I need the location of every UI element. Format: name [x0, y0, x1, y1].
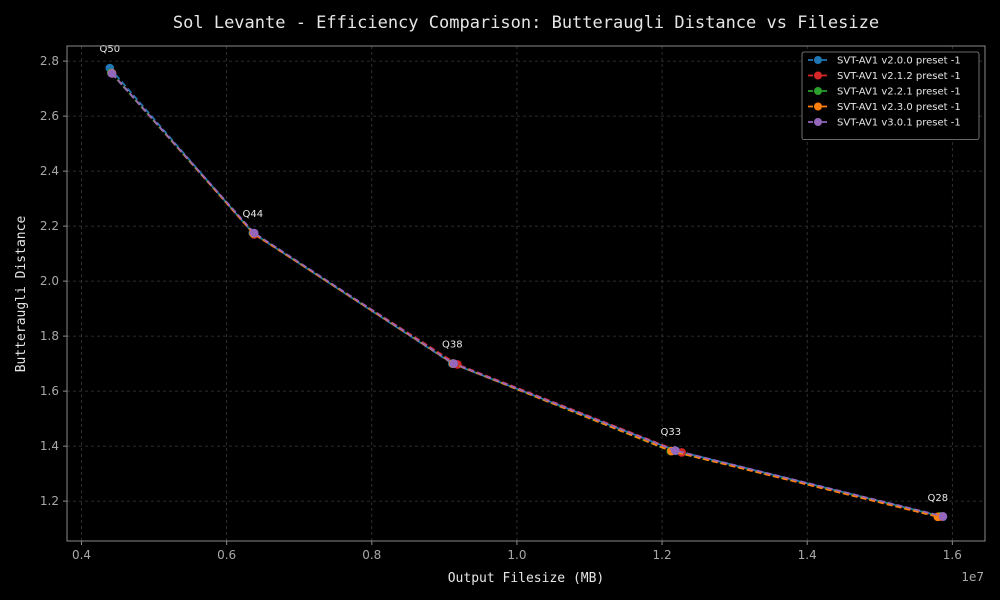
y-tick-label: 2.4 — [40, 164, 59, 178]
data-point — [670, 446, 680, 455]
quality-annotation: Q33 — [660, 427, 681, 438]
series-layer — [105, 63, 948, 522]
x-tick-label: 0.4 — [72, 548, 91, 562]
legend-box — [801, 51, 980, 140]
x-tick-label: 0.6 — [217, 548, 236, 562]
plot-frame — [66, 45, 986, 542]
quality-annotation: Q28 — [928, 493, 949, 504]
legend-item: SVT-AV1 v2.1.2 preset -1 — [808, 71, 961, 82]
chart-title: Sol Levante - Efficiency Comparison: But… — [173, 13, 879, 33]
y-tick-label: 1.4 — [40, 439, 59, 453]
y-tick-label: 1.2 — [40, 494, 59, 508]
legend-marker — [814, 56, 822, 64]
x-tick-label: 1.4 — [798, 548, 817, 562]
y-tick-label: 2.8 — [40, 54, 59, 68]
legend-item: SVT-AV1 v3.0.1 preset -1 — [808, 118, 961, 129]
x-tick-label: 0.8 — [362, 548, 381, 562]
legend: SVT-AV1 v2.0.0 preset -1 SVT-AV1 v2.1.2 p… — [801, 51, 980, 140]
annotations: Q50 Q44 Q38 Q33 Q28 — [100, 44, 949, 504]
legend-label: SVT-AV1 v2.3.0 preset -1 — [837, 102, 961, 113]
x-tick-label: 1.0 — [507, 548, 526, 562]
legend-item: SVT-AV1 v2.2.1 preset -1 — [808, 87, 961, 98]
data-point — [449, 359, 459, 368]
quality-annotation: Q44 — [242, 209, 263, 220]
legend-marker — [814, 87, 822, 95]
y-tick-label: 1.6 — [40, 384, 59, 398]
x-tick-label: 1.6 — [943, 548, 962, 562]
y-axis-label: Butteraugli Distance — [14, 216, 29, 373]
series-5 — [107, 69, 948, 521]
quality-annotation: Q50 — [100, 44, 121, 55]
x-axis-offset-label: 1e7 — [961, 570, 984, 584]
data-point — [938, 512, 948, 521]
x-axis-label: Output Filesize (MB) — [448, 571, 605, 586]
legend-label: SVT-AV1 v2.0.0 preset -1 — [837, 56, 961, 67]
data-point — [107, 69, 117, 78]
data-point — [249, 228, 259, 238]
legend-marker — [814, 102, 822, 111]
legend-label: SVT-AV1 v2.2.1 preset -1 — [837, 87, 961, 98]
x-tick-label: 1.2 — [653, 548, 672, 562]
y-tick-label: 2.0 — [40, 274, 59, 288]
legend-label: SVT-AV1 v2.1.2 preset -1 — [837, 71, 961, 82]
legend-item: SVT-AV1 v2.3.0 preset -1 — [808, 102, 961, 113]
legend-marker — [814, 118, 822, 126]
legend-label: SVT-AV1 v3.0.1 preset -1 — [837, 118, 961, 129]
y-tick-label: 2.2 — [40, 219, 59, 233]
y-tick-label: 1.8 — [40, 329, 59, 343]
legend-item: SVT-AV1 v2.0.0 preset -1 — [808, 56, 961, 67]
grid — [67, 46, 985, 541]
quality-annotation: Q38 — [442, 340, 463, 351]
axis-ticks: 0.4 0.6 0.8 1.0 1.2 1.4 1.6 1.2 1.4 1.6 1.8 2.0 2.2 2… — [40, 54, 962, 562]
y-tick-label: 2.6 — [40, 109, 59, 123]
legend-marker — [814, 71, 822, 80]
